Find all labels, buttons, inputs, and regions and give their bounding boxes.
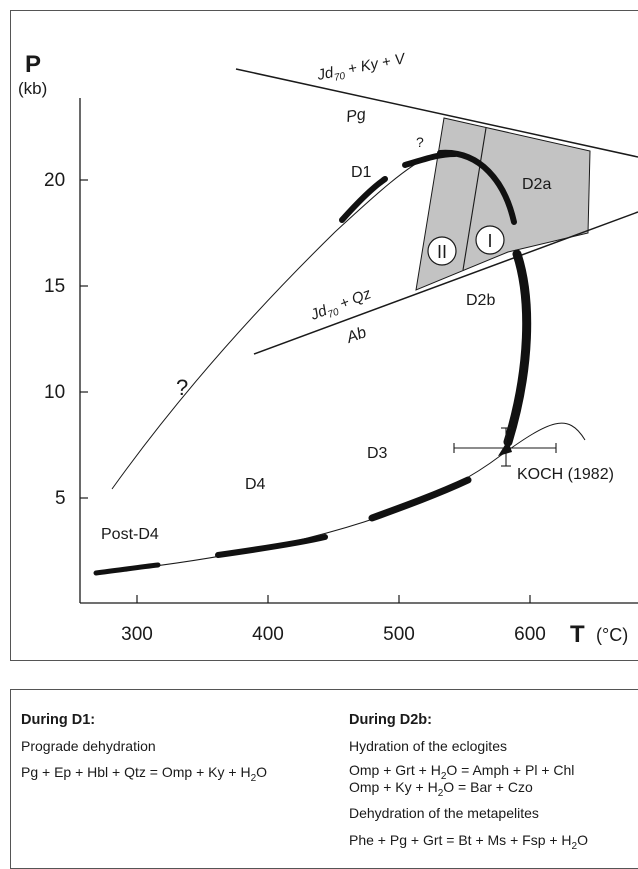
y-tick-label-5: 5 <box>55 488 66 509</box>
caption-d1-heading: During D1: <box>21 712 96 728</box>
y-tick-label-10: 10 <box>44 382 65 403</box>
reaction-label-ab: Ab <box>344 324 369 347</box>
caption-d1-equation: Pg + Ep + Hbl + Qtz = Omp + Ky + H2O <box>21 764 268 784</box>
field-circle-2 <box>427 236 457 266</box>
x-tick-label-600: 600 <box>514 624 546 645</box>
question-mark-top: ? <box>416 134 424 150</box>
y-tick-label-15: 15 <box>44 276 65 297</box>
caption-d2b-equation-1: Omp + Grt + H2O = Amph + Pl + Chl <box>349 762 575 782</box>
field-divider <box>462 127 487 271</box>
label-koch: KOCH (1982) <box>517 466 614 483</box>
label-d2b: D2b <box>466 292 495 309</box>
x-axis-unit: (°C) <box>596 625 628 645</box>
x-tick-marks <box>136 595 531 603</box>
svg-text:Jd70 + Qz: Jd70 + Qz <box>307 285 375 327</box>
question-mark-path: ? <box>176 375 188 400</box>
caption-d2b-line1: Hydration of the eclogites <box>349 738 507 754</box>
label-post-d4: Post-D4 <box>101 526 159 543</box>
y-axis-unit: (kb) <box>18 79 47 98</box>
y-axis-title: P <box>25 51 41 78</box>
caption-d2b-equation-3: Phe + Pg + Grt = Bt + Ms + Fsp + H2O <box>349 832 588 852</box>
y-tick-marks <box>80 179 88 499</box>
caption-d2b-equation-2: Omp + Ky + H2O = Bar + Czo <box>349 779 533 799</box>
x-tick-label-300: 300 <box>121 624 153 645</box>
y-tick-label-20: 20 <box>44 170 65 191</box>
label-d1: D1 <box>351 164 372 181</box>
caption-d2b-line2: Dehydration of the metapelites <box>349 805 539 821</box>
x-axis-title: T <box>570 621 585 648</box>
field-circle-1 <box>475 225 505 255</box>
pt-path-diagram: 20 15 10 5 300 400 500 600 P (kb) T (°C)… <box>18 50 638 648</box>
x-tick-label-400: 400 <box>252 624 284 645</box>
label-d3: D3 <box>367 445 388 462</box>
reaction-label-jd-qz: Jd70 + Qz <box>307 285 375 327</box>
diagram-frame <box>10 10 638 661</box>
svg-text:Jd70 + Ky + V: Jd70 + Ky + V <box>315 50 409 87</box>
eclogite-field <box>415 117 591 291</box>
caption-d1-line1: Prograde dehydration <box>21 738 156 754</box>
field-label-1: I <box>487 231 492 251</box>
pt-path-thick-segments <box>93 149 532 576</box>
caption-d2b-heading: During D2b: <box>349 712 432 728</box>
prograde-path <box>111 154 433 490</box>
field-label-2: II <box>437 242 447 262</box>
reaction-line-jd-ky <box>235 68 638 158</box>
label-d2a: D2a <box>522 176 551 193</box>
koch-arrowhead <box>498 440 512 456</box>
retrograde-path <box>95 422 586 574</box>
label-d4: D4 <box>245 476 266 493</box>
reaction-label-pg: Pg <box>345 106 367 126</box>
reaction-label-jd-ky: Jd70 + Ky + V <box>315 50 409 87</box>
x-tick-label-500: 500 <box>383 624 415 645</box>
reaction-line-jd-qz <box>253 211 638 355</box>
